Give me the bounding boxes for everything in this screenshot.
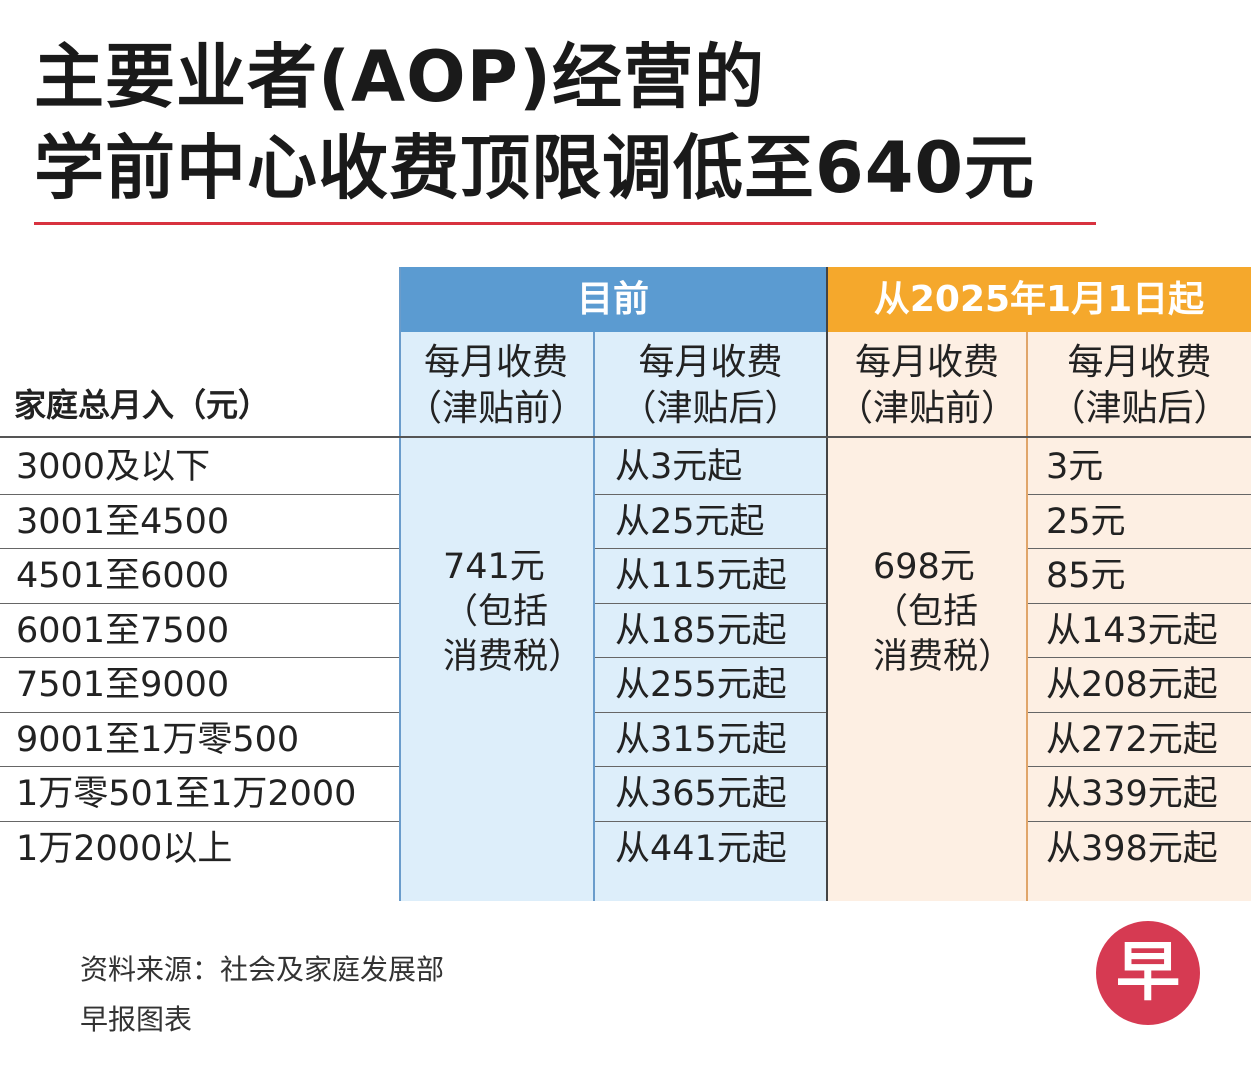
current-group-header: 目前 xyxy=(576,279,649,320)
new-before-note-1: （包括 xyxy=(873,592,979,632)
header-current-before: 每月收费 （津贴前） xyxy=(399,340,593,432)
header-bottom-rule xyxy=(0,436,1251,438)
row-new-after: 85元 xyxy=(1046,556,1126,596)
divider-new-mid xyxy=(1026,332,1028,901)
header-label: 每月收费 xyxy=(854,342,999,383)
current-before-note-1: （包括 xyxy=(443,592,549,632)
row-rule-current xyxy=(595,548,826,549)
row-rule-new xyxy=(1028,657,1251,658)
chart-title-line1: 主要业者(AOP)经营的 xyxy=(34,36,765,118)
row-rule-current xyxy=(595,494,826,495)
row-income: 6001至7500 xyxy=(16,610,230,651)
new-group-header-band xyxy=(827,267,1251,332)
row-new-after: 从272元起 xyxy=(1046,719,1218,760)
row-income: 1万2000以上 xyxy=(16,828,233,869)
row-rule-current xyxy=(595,657,826,658)
graphic-credit: 早报图表 xyxy=(80,1003,193,1036)
current-group-header-band xyxy=(399,267,827,332)
current-before-note-2: 消费税） xyxy=(443,637,584,677)
row-income: 9001至1万零500 xyxy=(16,719,300,760)
header-sub: （津贴前） xyxy=(836,388,1017,429)
row-rule-current xyxy=(595,712,826,713)
row-income: 1万零501至1万2000 xyxy=(16,774,357,814)
title-underline xyxy=(34,222,1096,225)
row-income: 3000及以下 xyxy=(16,447,211,487)
divider-current-mid xyxy=(593,332,595,901)
row-rule-income xyxy=(0,712,399,713)
current-columns-background xyxy=(399,332,827,901)
row-new-after: 从208元起 xyxy=(1046,665,1218,705)
row-rule-new xyxy=(1028,821,1251,822)
row-rule-income xyxy=(0,821,399,822)
current-before-value: 741元 （包括 消费税） xyxy=(443,545,583,680)
header-current-after: 每月收费 （津贴后） xyxy=(595,340,826,432)
row-rule-current xyxy=(595,766,826,767)
row-income: 3001至4500 xyxy=(16,501,230,542)
row-rule-income xyxy=(0,494,399,495)
row-current-after: 从3元起 xyxy=(615,447,743,487)
header-label: 每月收费 xyxy=(1067,342,1212,383)
header-new-after: 每月收费 （津贴后） xyxy=(1028,340,1251,432)
row-new-after: 从339元起 xyxy=(1046,774,1218,814)
row-new-after: 25元 xyxy=(1046,501,1126,542)
zaobao-logo: 早 xyxy=(1096,921,1200,1025)
row-new-after: 3元 xyxy=(1046,447,1104,487)
new-before-value: 698元 （包括 消费税） xyxy=(873,545,1013,680)
source-note: 资料来源：社会及家庭发展部 xyxy=(80,953,445,986)
row-new-after: 从143元起 xyxy=(1046,610,1218,651)
chart-title-line2: 学前中心收费顶限调低至640元 xyxy=(34,127,1036,209)
header-new-before: 每月收费 （津贴前） xyxy=(828,340,1026,432)
new-before-note-2: 消费税） xyxy=(873,637,1014,677)
header-sub: （津贴后） xyxy=(620,388,801,429)
row-current-after: 从315元起 xyxy=(615,719,787,760)
row-new-after: 从398元起 xyxy=(1046,828,1218,869)
header-label: 每月收费 xyxy=(423,342,568,383)
header-label: 每月收费 xyxy=(638,342,783,383)
row-current-after: 从365元起 xyxy=(615,774,787,814)
row-rule-income xyxy=(0,548,399,549)
row-rule-current xyxy=(595,821,826,822)
row-current-after: 从255元起 xyxy=(615,665,787,705)
row-rule-new xyxy=(1028,712,1251,713)
current-before-price: 741元 xyxy=(443,547,545,587)
row-rule-income xyxy=(0,766,399,767)
row-rule-income xyxy=(0,657,399,658)
row-rule-income xyxy=(0,603,399,604)
row-rule-new xyxy=(1028,548,1251,549)
row-income: 7501至9000 xyxy=(16,665,230,705)
header-sub: （津贴前） xyxy=(405,388,586,429)
new-group-header: 从2025年1月1日起 xyxy=(873,279,1205,320)
row-rule-new xyxy=(1028,766,1251,767)
header-sub: （津贴后） xyxy=(1049,388,1230,429)
row-current-after: 从115元起 xyxy=(615,556,787,596)
row-current-after: 从25元起 xyxy=(615,501,765,542)
new-before-price: 698元 xyxy=(873,547,975,587)
row-rule-current xyxy=(595,603,826,604)
row-rule-new xyxy=(1028,494,1251,495)
row-current-after: 从185元起 xyxy=(615,610,787,651)
row-rule-new xyxy=(1028,603,1251,604)
row-income: 4501至6000 xyxy=(16,556,230,596)
row-current-after: 从441元起 xyxy=(615,828,787,869)
divider-groups xyxy=(826,267,828,901)
income-column-header: 家庭总月入（元） xyxy=(14,386,271,424)
new-columns-background xyxy=(827,332,1251,901)
divider-current-left xyxy=(399,267,401,901)
